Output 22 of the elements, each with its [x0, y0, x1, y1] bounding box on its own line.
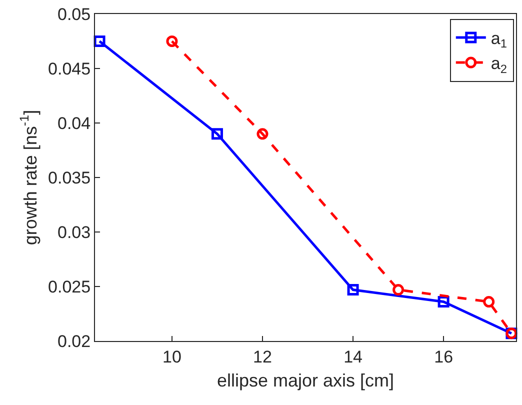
x-tick-label: 12 [253, 347, 272, 366]
legend-label: a$_{2}$ [490, 54, 508, 76]
point [438, 296, 450, 308]
point [211, 128, 223, 140]
x-axis-title: ellipse major axis [cm] [216, 370, 394, 390]
point [483, 296, 495, 308]
y-tick-label: 0.045 [48, 59, 91, 78]
y-tick-label: 0.035 [48, 168, 91, 188]
point [347, 284, 359, 296]
y-tick-label: 0.02 [58, 332, 91, 351]
point [94, 36, 106, 47]
point [256, 128, 268, 140]
x-tick-label: 14 [344, 347, 362, 366]
x-tick-label: 16 [434, 347, 454, 366]
y-tick-label: 0.04 [58, 114, 91, 133]
legend-label: a$_{1}$ [490, 29, 508, 51]
x-tick-label: 10 [162, 347, 182, 366]
point [166, 36, 178, 47]
y-tick-label: 0.025 [48, 277, 91, 296]
y-tick-label: 0.05 [58, 4, 91, 24]
point [392, 284, 404, 296]
y-tick-label: 0.03 [58, 222, 91, 242]
